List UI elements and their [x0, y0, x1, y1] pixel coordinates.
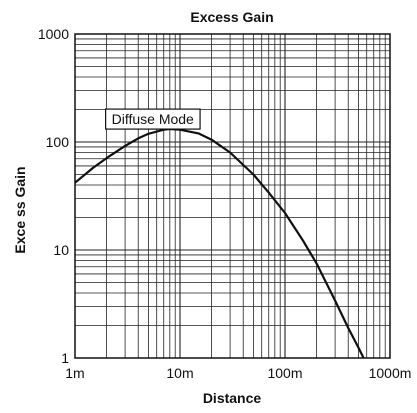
x-axis-title: Distance [203, 390, 262, 406]
tick-labels: 1m 10m 100m 1000m 1 10 100 1000 [38, 26, 412, 381]
y-tick-label: 1000 [38, 26, 69, 42]
annotation-layer: Diffuse Mode [105, 108, 201, 130]
annotation-box [105, 108, 201, 130]
grid-lines [75, 34, 390, 358]
x-tick-label: 1000m [369, 365, 412, 381]
chart-title: Excess Gain [190, 9, 273, 25]
plot-frame [74, 33, 391, 359]
annotation-text: Diffuse Mode [112, 111, 194, 127]
y-tick-label: 1 [61, 350, 69, 366]
series-line-diffuse-mode [74, 127, 365, 359]
x-tick-label: 1m [65, 365, 84, 381]
x-tick-label: 100m [267, 365, 302, 381]
y-axis-title: Exce ss Gain [12, 166, 28, 253]
y-tick-label: 100 [46, 134, 70, 150]
x-tick-label: 10m [166, 365, 193, 381]
series-layer [74, 127, 365, 359]
y-tick-label: 10 [53, 242, 69, 258]
annotation-label: Diffuse Mode [105, 108, 201, 130]
